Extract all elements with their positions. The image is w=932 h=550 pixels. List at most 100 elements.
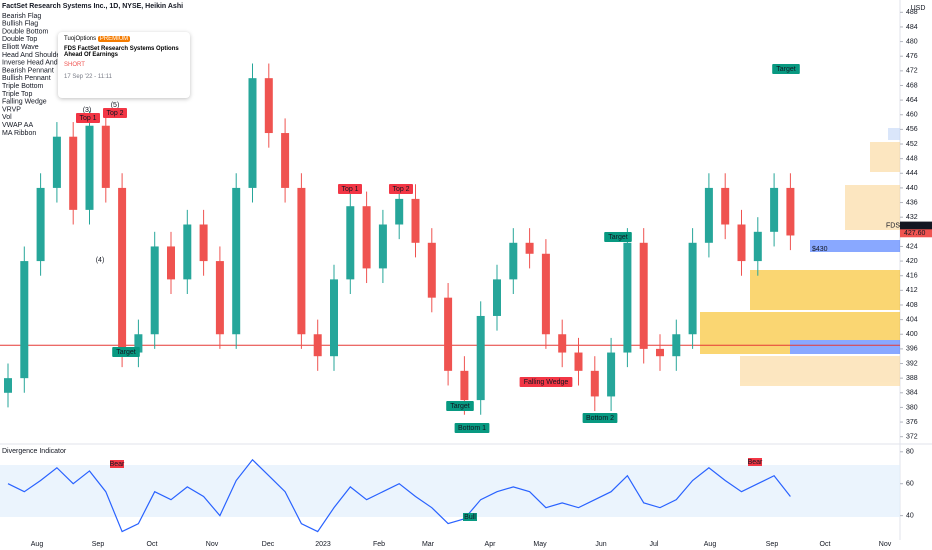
pattern-badge <box>454 423 490 433</box>
candle-body <box>672 334 681 357</box>
candle-body <box>395 198 404 225</box>
wave-label: (5) <box>111 102 120 109</box>
candle-body <box>688 242 697 335</box>
y-tick-label: 60 <box>906 481 914 488</box>
pattern-badge <box>582 413 618 423</box>
candle-body <box>118 187 127 353</box>
pattern-badge <box>103 108 127 118</box>
pattern-label: Target <box>776 66 796 73</box>
indicator-band <box>0 465 900 517</box>
indicator-name: Bullish Pennant <box>2 75 51 82</box>
vp-row <box>845 185 900 230</box>
indicator-line <box>7 458 791 533</box>
indicator-name: Bearish Pennant <box>2 67 54 74</box>
x-tick-label: Aug <box>31 541 44 548</box>
news-card[interactable]: TuojOptions PREMIUM FDS FactSet Research… <box>58 32 190 98</box>
y-tick-label: 460 <box>906 112 918 119</box>
news-headline: FDS FactSet Research Systems Options Ahe… <box>64 46 179 58</box>
pattern-badge <box>519 377 573 387</box>
pattern-label: Falling Wedge <box>524 379 569 386</box>
y-tick-label: 420 <box>906 258 918 265</box>
y-tick-label: 468 <box>906 82 918 89</box>
x-tick-label: Oct <box>820 541 831 548</box>
pattern-badge <box>76 113 100 123</box>
pattern-badge <box>112 347 140 357</box>
news-badge: PREMIUM <box>97 36 131 42</box>
signal-label: Bear <box>748 459 763 466</box>
candle-body <box>770 187 779 232</box>
candle-body <box>36 187 45 262</box>
candle-body <box>297 187 306 335</box>
indicator-name: MA Ribbon <box>2 130 36 137</box>
pattern-label: Top 2 <box>106 110 123 117</box>
candle-body <box>639 242 648 349</box>
vp-row <box>870 142 900 172</box>
y-tick-label: 480 <box>906 38 918 45</box>
indicator-name: Triple Top <box>2 91 32 98</box>
x-tick-label: Nov <box>206 541 219 548</box>
volume-profile <box>700 128 900 386</box>
y-tick-label: 416 <box>906 273 918 280</box>
y-tick-label: 372 <box>906 434 918 441</box>
y-tick-label: 404 <box>906 316 918 323</box>
news-author-row: TuojOptions PREMIUM <box>64 36 184 42</box>
candle-body <box>167 246 175 280</box>
y-tick-label: 396 <box>906 346 918 353</box>
y-tick-label: 452 <box>906 141 918 148</box>
pattern-badge <box>772 64 800 74</box>
price-target: $430 <box>812 246 828 253</box>
y-tick-label: 408 <box>906 302 918 309</box>
indicator-name: Head And Shoulders <box>2 52 67 59</box>
x-tick-label: Apr <box>485 541 497 548</box>
x-tick-label: Sep <box>766 541 779 548</box>
candle-body <box>558 334 567 353</box>
candle-body <box>493 279 501 316</box>
vp-row <box>750 270 900 310</box>
indicator-name: Bullish Flag <box>2 21 38 28</box>
y-tick-label: 440 <box>906 185 918 192</box>
news-signal: SHORT <box>64 62 85 68</box>
indicator-name: Double Bottom <box>2 28 48 35</box>
indicator-name: Inverse Head And Shoulders <box>2 60 92 67</box>
x-tick-label: Sep <box>92 541 105 548</box>
symbol-label: FDS <box>886 222 900 229</box>
candle-body <box>52 136 61 188</box>
y-tick-label: 488 <box>906 9 918 16</box>
pattern-label: Top 1 <box>341 186 358 193</box>
candle-body <box>704 187 713 243</box>
candle-body <box>183 224 192 280</box>
currency: USD <box>911 5 926 12</box>
x-tick-label: Nov <box>879 541 892 548</box>
candle-body <box>281 133 290 188</box>
price-label: 429.70 <box>904 222 926 229</box>
y-tick-label: 484 <box>906 24 918 31</box>
pattern-badge <box>446 401 474 411</box>
pattern-label: Top 1 <box>79 115 96 122</box>
x-tick-label: Dec <box>262 541 275 548</box>
pattern-badge <box>604 232 632 242</box>
x-tick-label: Feb <box>373 541 385 548</box>
candle-body <box>607 352 616 397</box>
candle-body <box>313 334 322 357</box>
pattern-badge <box>338 184 362 194</box>
x-tick-label: Aug <box>704 541 717 548</box>
candle-body <box>199 224 208 262</box>
y-tick-label: 456 <box>906 126 918 133</box>
price-label: 427.60 <box>904 230 926 237</box>
x-tick-label: Jun <box>595 541 606 548</box>
indicator-name: Triple Bottom <box>2 83 44 90</box>
y-tick-label: 380 <box>906 404 918 411</box>
y-tick-label: 444 <box>906 170 918 177</box>
vp-row <box>740 356 900 386</box>
y-tick-label: 424 <box>906 243 918 250</box>
candle-body <box>248 78 257 188</box>
candle-body <box>590 370 599 397</box>
candle-body <box>346 206 355 280</box>
candle-body <box>378 224 387 269</box>
candle-body <box>444 297 453 371</box>
signal-badge <box>110 460 124 468</box>
candle-body <box>69 136 78 210</box>
chart-title: FactSet Research Systems Inc., 1D, NYSE,… <box>2 3 183 10</box>
indicator-title: Divergence Indicator <box>2 448 67 455</box>
y-tick-label: 464 <box>906 97 918 104</box>
